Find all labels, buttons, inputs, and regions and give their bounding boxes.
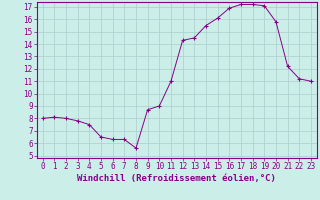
- X-axis label: Windchill (Refroidissement éolien,°C): Windchill (Refroidissement éolien,°C): [77, 174, 276, 183]
